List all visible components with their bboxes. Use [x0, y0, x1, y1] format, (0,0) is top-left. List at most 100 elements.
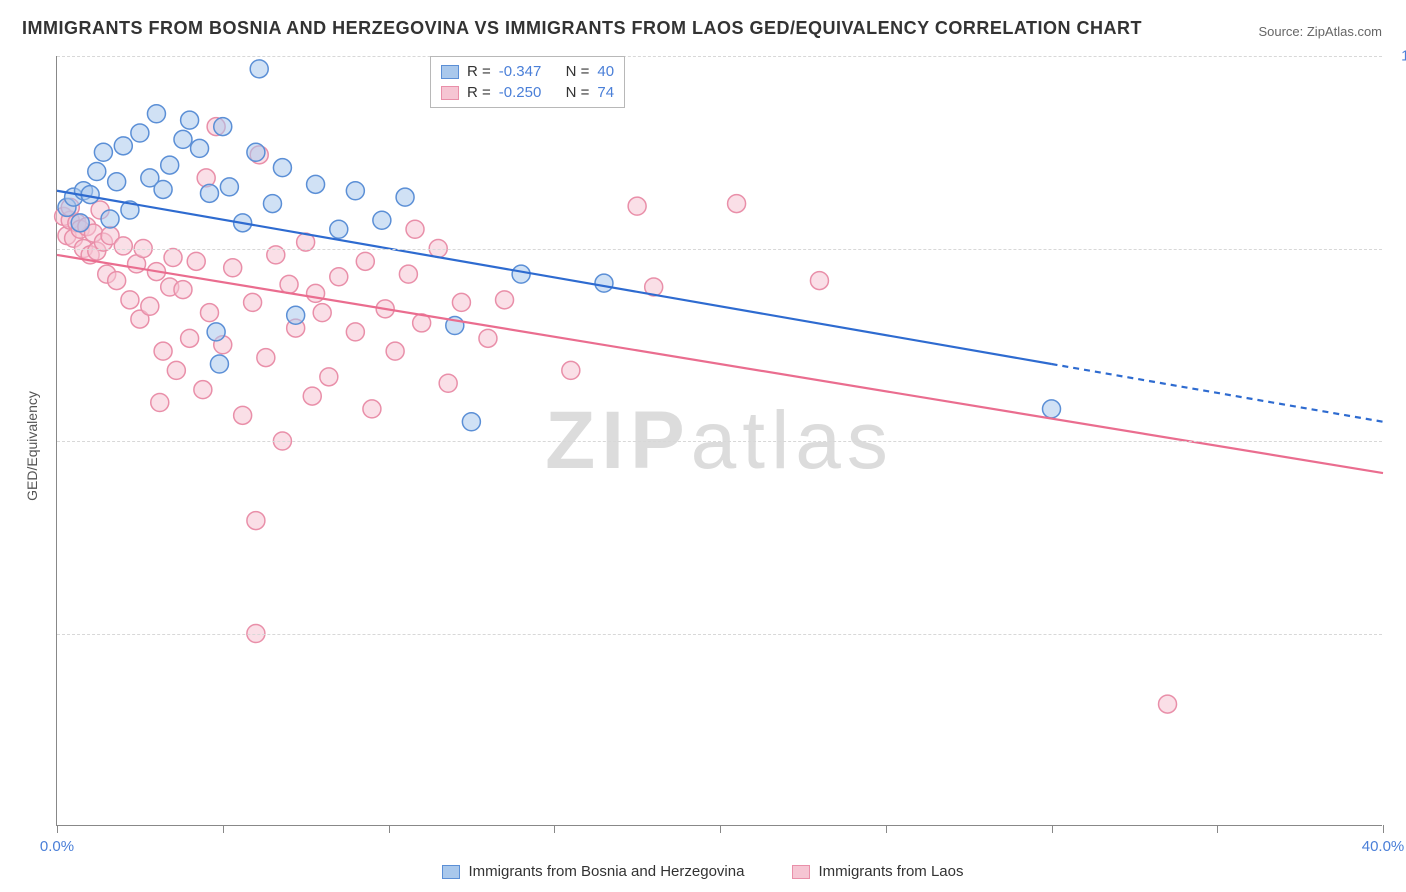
point-laos	[356, 252, 374, 270]
point-bosnia	[263, 195, 281, 213]
point-bosnia	[108, 173, 126, 191]
ytick-label: 70.0%	[1392, 433, 1406, 450]
point-bosnia	[94, 143, 112, 161]
legend-row-laos: R = -0.250 N = 74	[441, 82, 614, 103]
point-laos	[452, 293, 470, 311]
value-r-bosnia: -0.347	[499, 63, 542, 80]
point-bosnia	[307, 175, 325, 193]
point-bosnia	[396, 188, 414, 206]
point-bosnia	[250, 60, 268, 78]
point-bosnia	[214, 118, 232, 136]
point-laos	[167, 361, 185, 379]
point-bosnia	[88, 163, 106, 181]
legend-item-laos: Immigrants from Laos	[792, 863, 963, 880]
point-laos	[330, 268, 348, 286]
point-laos	[257, 349, 275, 367]
swatch-bosnia	[441, 65, 459, 79]
ytick-label: 55.0%	[1392, 625, 1406, 642]
point-laos	[562, 361, 580, 379]
point-laos	[114, 237, 132, 255]
point-laos	[320, 368, 338, 386]
point-bosnia	[131, 124, 149, 142]
point-bosnia	[247, 143, 265, 161]
point-laos	[154, 342, 172, 360]
point-laos	[187, 252, 205, 270]
point-laos	[151, 394, 169, 412]
point-laos	[346, 323, 364, 341]
point-laos	[108, 272, 126, 290]
point-laos	[1159, 695, 1177, 713]
legend-item-bosnia: Immigrants from Bosnia and Herzegovina	[442, 863, 744, 880]
swatch-laos-icon	[792, 865, 810, 879]
value-n-bosnia: 40	[597, 63, 614, 80]
point-laos	[164, 248, 182, 266]
ytick-label: 100.0%	[1392, 48, 1406, 65]
point-bosnia	[220, 178, 238, 196]
point-bosnia	[595, 274, 613, 292]
gridline	[57, 56, 1382, 57]
point-bosnia	[512, 265, 530, 283]
plot-area: ZIPatlas 55.0%70.0%85.0%100.0%0.0%40.0%	[56, 56, 1382, 826]
point-bosnia	[191, 139, 209, 157]
xtick	[1052, 825, 1053, 833]
point-laos	[174, 281, 192, 299]
point-laos	[303, 387, 321, 405]
label-r: R =	[467, 63, 491, 80]
trendline-bosnia	[57, 191, 1052, 364]
point-laos	[280, 275, 298, 293]
gridline	[57, 634, 1382, 635]
legend-label-laos: Immigrants from Laos	[818, 863, 963, 880]
point-laos	[479, 329, 497, 347]
point-laos	[628, 197, 646, 215]
xtick	[1217, 825, 1218, 833]
point-laos	[399, 265, 417, 283]
point-bosnia	[287, 306, 305, 324]
point-bosnia	[181, 111, 199, 129]
point-laos	[728, 195, 746, 213]
point-bosnia	[200, 184, 218, 202]
point-laos	[181, 329, 199, 347]
value-n-laos: 74	[597, 84, 614, 101]
swatch-laos	[441, 86, 459, 100]
value-r-laos: -0.250	[499, 84, 542, 101]
ytick-label: 85.0%	[1392, 240, 1406, 257]
point-laos	[313, 304, 331, 322]
xtick	[886, 825, 887, 833]
point-bosnia	[210, 355, 228, 373]
label-n: N =	[566, 63, 590, 80]
point-laos	[247, 512, 265, 530]
xtick	[389, 825, 390, 833]
point-bosnia	[101, 210, 119, 228]
xtick	[554, 825, 555, 833]
label-n: N =	[566, 84, 590, 101]
point-laos	[121, 291, 139, 309]
y-axis-label: GED/Equivalency	[24, 391, 40, 501]
point-bosnia	[174, 130, 192, 148]
point-laos	[200, 304, 218, 322]
point-bosnia	[1043, 400, 1061, 418]
point-laos	[363, 400, 381, 418]
point-laos	[194, 381, 212, 399]
point-laos	[439, 374, 457, 392]
point-laos	[244, 293, 262, 311]
point-bosnia	[346, 182, 364, 200]
point-bosnia	[71, 214, 89, 232]
gridline	[57, 441, 1382, 442]
point-laos	[496, 291, 514, 309]
trendline-bosnia-dash	[1052, 364, 1384, 422]
point-laos	[141, 297, 159, 315]
point-laos	[224, 259, 242, 277]
xtick	[1383, 825, 1384, 833]
point-bosnia	[330, 220, 348, 238]
point-bosnia	[147, 105, 165, 123]
swatch-bosnia-icon	[442, 865, 460, 879]
source-label: Source: ZipAtlas.com	[1258, 24, 1382, 39]
series-legend: Immigrants from Bosnia and Herzegovina I…	[0, 863, 1406, 880]
gridline	[57, 249, 1382, 250]
point-bosnia	[373, 211, 391, 229]
xtick	[720, 825, 721, 833]
xtick	[57, 825, 58, 833]
point-bosnia	[154, 180, 172, 198]
point-bosnia	[273, 159, 291, 177]
point-laos	[386, 342, 404, 360]
